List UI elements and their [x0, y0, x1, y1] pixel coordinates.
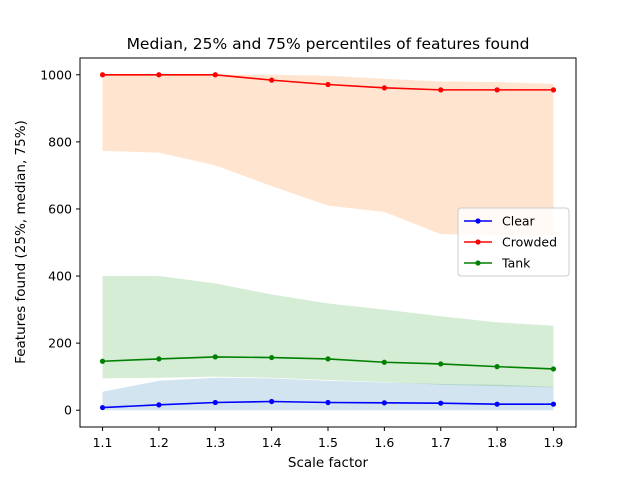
clear-point — [550, 401, 557, 407]
tank-point — [156, 356, 162, 362]
crowded-point — [325, 81, 331, 88]
tank-point — [438, 361, 444, 367]
tank-point — [494, 364, 500, 370]
clear-legend-label: Clear — [502, 214, 536, 229]
clear-legend-marker — [475, 218, 481, 224]
clear-point — [381, 400, 387, 406]
x-tick-label: 1.5 — [318, 435, 338, 450]
clear-point — [494, 401, 500, 407]
crowded-point — [99, 72, 106, 78]
y-tick-label: 1000 — [40, 67, 72, 82]
tank-percentile-band — [102, 276, 554, 388]
clear-point — [99, 404, 106, 411]
y-axis-ticks: 0 200 400 600 800 1000 — [40, 67, 80, 418]
tank-point — [325, 356, 331, 362]
chart-title: Median, 25% and 75% percentiles of featu… — [127, 35, 530, 53]
clear-point — [269, 398, 275, 405]
y-axis-label: Features found (25%, median, 75%) — [13, 120, 29, 364]
x-tick-label: 1.3 — [205, 435, 225, 450]
y-tick-label: 200 — [48, 336, 72, 351]
crowded-point — [156, 72, 162, 78]
crowded-point — [438, 87, 444, 93]
tank-point — [550, 366, 557, 372]
clear-point — [325, 399, 331, 406]
x-axis-ticks: 1.1 1.2 1.3 1.4 1.5 1.6 1.7 1.8 1.9 — [93, 427, 564, 450]
tank-point — [212, 354, 218, 360]
crowded-legend-marker — [475, 239, 481, 245]
x-tick-label: 1.4 — [262, 435, 282, 450]
tank-point — [269, 354, 275, 361]
crowded-point — [550, 87, 557, 93]
crowded-percentile-band — [102, 74, 554, 236]
tank-legend-marker — [475, 260, 481, 266]
crowded-point — [212, 72, 218, 78]
x-tick-label: 1.8 — [487, 435, 507, 450]
crowded-point — [494, 87, 500, 93]
median-lines — [99, 72, 557, 411]
legend-box — [457, 207, 570, 277]
x-tick-label: 1.7 — [431, 435, 451, 450]
tank-point — [99, 358, 106, 364]
clear-point — [212, 399, 218, 406]
y-tick-label: 0 — [64, 403, 72, 418]
crowded-point — [269, 77, 275, 83]
tank-point — [381, 359, 387, 365]
x-tick-label: 1.1 — [93, 435, 113, 450]
legend: Clear Crowded Tank — [457, 207, 570, 277]
x-tick-label: 1.2 — [149, 435, 169, 450]
y-tick-label: 400 — [48, 269, 72, 284]
y-tick-label: 800 — [48, 134, 72, 149]
x-tick-label: 1.9 — [544, 435, 564, 450]
x-axis-label: Scale factor — [288, 455, 369, 471]
y-tick-label: 600 — [48, 201, 72, 216]
clear-point — [438, 400, 444, 406]
tank-legend-label: Tank — [501, 256, 531, 271]
x-tick-label: 1.6 — [374, 435, 394, 450]
crowded-legend-label: Crowded — [502, 235, 557, 250]
crowded-point — [381, 85, 387, 91]
clear-point — [156, 402, 162, 408]
